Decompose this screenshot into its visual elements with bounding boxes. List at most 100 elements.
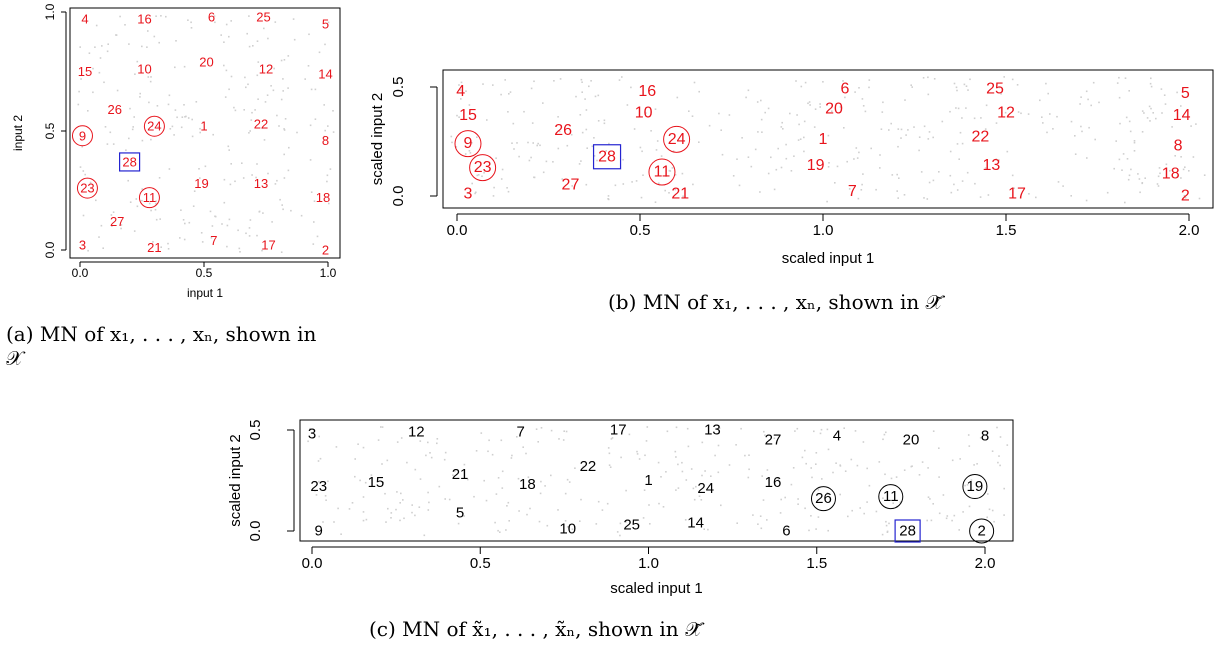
background-point [732, 175, 735, 177]
point-label: 13 [982, 157, 1000, 174]
background-point [463, 515, 465, 517]
background-point [288, 146, 290, 149]
background-point [991, 509, 994, 512]
background-point [581, 81, 583, 83]
background-point [903, 194, 906, 196]
background-point [1028, 193, 1030, 195]
background-point [703, 528, 705, 530]
background-point [101, 45, 103, 47]
background-point [468, 150, 471, 152]
background-point [127, 179, 129, 182]
background-point [94, 46, 96, 48]
background-point [500, 178, 503, 180]
background-point [270, 67, 272, 70]
background-point [337, 507, 339, 510]
background-point [859, 507, 861, 509]
background-point [95, 199, 97, 202]
background-point [180, 126, 183, 129]
background-point [396, 441, 399, 443]
background-point [888, 522, 890, 525]
background-point [238, 247, 241, 250]
background-point [976, 463, 978, 465]
background-point [111, 225, 113, 227]
background-point [835, 462, 837, 464]
background-point [1128, 90, 1130, 92]
background-point [82, 214, 85, 217]
background-point [508, 93, 510, 95]
background-point [230, 20, 232, 22]
background-point [263, 27, 265, 30]
background-point [1011, 78, 1014, 81]
background-point [961, 117, 963, 119]
background-point [364, 481, 367, 484]
point-label: 8 [981, 428, 989, 445]
background-point [854, 91, 856, 93]
background-point [585, 109, 588, 111]
background-point [571, 528, 574, 530]
background-point [986, 516, 988, 519]
caption-b: (b) MN of x₁, . . . , xₙ, shown in 𝒳̃ [608, 290, 943, 314]
background-point [897, 197, 899, 199]
background-point [720, 504, 722, 507]
background-point [603, 122, 606, 125]
background-point [261, 249, 263, 252]
background-point [695, 485, 697, 488]
background-point [881, 111, 884, 113]
background-point [785, 157, 788, 160]
x-tick-label: 1.0 [320, 266, 337, 280]
background-point [557, 509, 559, 511]
point-circle-marker [469, 154, 497, 182]
background-point [151, 125, 153, 127]
background-point [1171, 126, 1173, 128]
background-point [584, 98, 586, 100]
background-point [267, 172, 269, 175]
point-label: 27 [765, 432, 782, 449]
background-point [819, 432, 822, 435]
background-point [226, 224, 229, 227]
background-point [187, 19, 189, 21]
background-point [759, 191, 761, 193]
background-point [882, 101, 884, 104]
background-point [467, 478, 469, 481]
background-point [590, 80, 592, 82]
background-point [89, 181, 92, 184]
background-point [842, 80, 844, 82]
background-point [900, 128, 903, 131]
background-point [187, 117, 190, 119]
background-point [522, 446, 524, 448]
background-point [557, 116, 559, 118]
background-point [533, 80, 535, 83]
background-point [1165, 163, 1168, 166]
point-label: 13 [704, 422, 721, 439]
background-point [119, 15, 121, 18]
background-point [1160, 88, 1163, 90]
background-point [846, 160, 848, 163]
background-point [128, 137, 130, 140]
background-point [483, 479, 485, 482]
background-point [274, 183, 277, 185]
background-point [1000, 93, 1002, 95]
background-point [875, 510, 878, 513]
background-point [526, 513, 528, 516]
background-point [593, 137, 595, 139]
background-point [932, 503, 934, 505]
background-point [979, 437, 982, 439]
point-label: 10 [635, 105, 653, 122]
background-point [190, 21, 192, 24]
background-point [970, 479, 973, 481]
background-point [438, 485, 441, 488]
background-point [300, 214, 303, 217]
background-point [565, 430, 568, 433]
background-point [507, 501, 510, 504]
x-tick-label: 1.0 [638, 555, 659, 572]
background-point [883, 433, 886, 436]
background-point [895, 476, 898, 478]
point-label: 12 [259, 62, 273, 77]
background-point [566, 144, 569, 147]
background-point [292, 18, 295, 20]
background-point [655, 149, 658, 151]
background-point [904, 99, 906, 101]
background-point [926, 519, 928, 522]
background-point [571, 185, 573, 187]
background-point [199, 127, 201, 130]
